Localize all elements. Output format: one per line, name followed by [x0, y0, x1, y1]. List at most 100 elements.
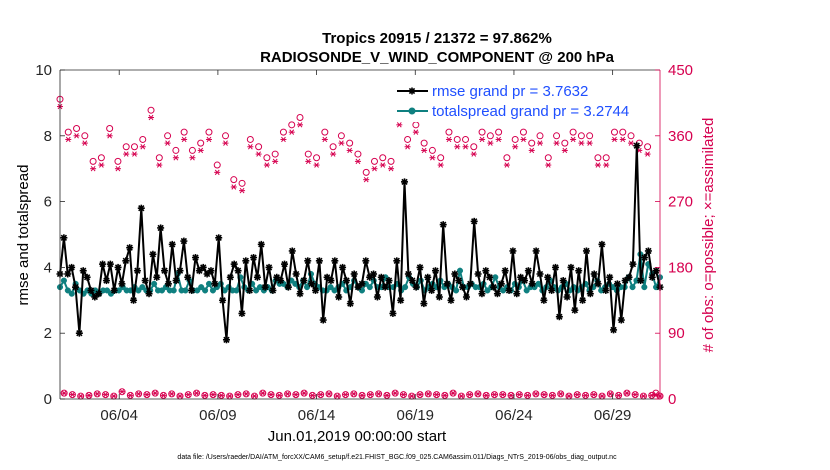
obs-possible-point: [64, 128, 72, 136]
totalspread-point: [64, 287, 71, 294]
obs-assimilated-point: [537, 140, 543, 146]
obs-assimilated-point: [565, 393, 572, 399]
rmse-marker-stroke: [180, 237, 188, 245]
rmse-point: [261, 283, 269, 291]
totalspread-point: [641, 284, 648, 291]
obs-assimilated-point: [570, 136, 577, 143]
obs-asterisk-stroke: [343, 391, 348, 398]
obs-possible-point: [313, 154, 321, 162]
rmse-marker-stroke: [552, 264, 559, 271]
rmse-marker-stroke: [126, 244, 133, 251]
obs-asterisk-stroke: [384, 392, 390, 399]
rmse-point: [563, 293, 571, 301]
rmse-marker-stroke: [652, 267, 660, 274]
obs-assimilated-point: [325, 391, 332, 397]
rmse-point: [350, 270, 358, 278]
obs-asterisk-stroke: [98, 162, 104, 168]
rmse-marker-stroke: [405, 270, 412, 278]
obs-asterisk-stroke: [82, 140, 88, 146]
obs-possible-point: [544, 154, 552, 162]
rmse-point: [79, 267, 87, 275]
rmse-point: [594, 280, 602, 288]
obs-asterisk-stroke: [458, 393, 464, 399]
rmse-marker-stroke: [544, 274, 551, 281]
rmse-marker-stroke: [370, 270, 377, 278]
obs-possible-point: [420, 139, 428, 147]
rmse-point: [172, 277, 180, 285]
obs-possible-point: [495, 128, 503, 136]
rmse-marker-stroke: [331, 257, 339, 264]
obs-assimilated-point: [615, 392, 622, 399]
rmse-marker-stroke: [149, 251, 157, 258]
rmse-point: [455, 277, 463, 285]
obs-possible-point: [139, 135, 147, 143]
rmse-point: [315, 257, 323, 265]
rmse-marker-stroke: [285, 283, 292, 291]
obs-assimilated-point: [623, 390, 630, 396]
rmse-marker-stroke: [443, 280, 451, 288]
rmse-point: [470, 217, 478, 225]
rmse-marker-stroke: [362, 257, 369, 264]
obs-asterisk-stroke: [603, 162, 609, 168]
obs-asterisk-stroke: [413, 129, 419, 135]
obs-assimilated-point: [524, 392, 531, 399]
obs-assimilated-point: [433, 391, 440, 398]
obs-possible-point: [619, 128, 627, 136]
obs-assimilated-point: [90, 165, 97, 172]
rmse-point: [137, 204, 145, 212]
rmse-point: [149, 250, 157, 258]
rmse-marker-stroke: [560, 277, 567, 284]
obs-assimilated-point: [164, 140, 171, 146]
rmse-marker-stroke: [482, 267, 489, 274]
obs-asterisk-stroke: [144, 391, 150, 398]
obs-possible-point: [147, 106, 155, 114]
rmse-point: [304, 257, 312, 265]
rmse-point: [253, 273, 261, 281]
obs-assimilated-point: [297, 122, 303, 128]
rmse-marker-stroke: [567, 264, 575, 271]
rmse-point: [377, 273, 385, 281]
totalspread-point: [170, 287, 177, 294]
rmse-point: [431, 267, 439, 275]
rmse-marker-stroke: [153, 274, 160, 281]
obs-assimilated-point: [94, 391, 101, 397]
x-tick-label: 06/04: [100, 407, 138, 424]
rmse-marker-stroke: [223, 336, 230, 343]
rmse-point: [122, 257, 130, 265]
obs-possible-point: [288, 121, 296, 129]
chart-title: Tropics 20915 / 21372 = 97.862%: [322, 30, 552, 47]
rmse-marker-stroke: [161, 267, 168, 274]
rmse-point: [153, 273, 161, 281]
obs-possible-point: [263, 154, 271, 162]
obs-assimilated-point: [156, 162, 163, 168]
obs-assimilated-point: [268, 391, 275, 398]
rmse-marker-stroke: [351, 270, 358, 278]
obs-asterisk-stroke: [206, 136, 212, 143]
obs-asterisk-stroke: [463, 144, 468, 150]
obs-asterisk-stroke: [541, 391, 547, 398]
obs-assimilated-point: [214, 169, 221, 176]
rmse-marker-stroke: [625, 274, 633, 281]
obs-asterisk-stroke: [293, 391, 299, 398]
y-tick-label-left: 0: [44, 391, 52, 408]
rmse-point: [602, 286, 610, 294]
obs-assimilated-point: [189, 155, 196, 161]
rmse-marker-stroke: [455, 277, 462, 284]
obs-asterisk-stroke: [570, 136, 576, 143]
obs-assimilated-point: [412, 129, 419, 135]
rmse-point: [281, 260, 289, 268]
rmse-point: [540, 296, 548, 304]
rmse-marker-stroke: [556, 313, 563, 320]
rmse-point: [246, 286, 254, 294]
obs-assimilated-point: [549, 392, 556, 399]
obs-asterisk-stroke: [103, 391, 108, 398]
obs-possible-point: [197, 139, 205, 147]
obs-asterisk-stroke: [401, 391, 406, 398]
obs-assimilated-point: [553, 140, 560, 146]
rmse-point: [586, 290, 594, 298]
rmse-marker-stroke: [571, 307, 579, 314]
obs-asterisk-stroke: [434, 391, 439, 398]
rmse-marker-stroke: [250, 254, 257, 261]
rmse-marker-stroke: [463, 293, 470, 301]
obs-assimilated-point: [181, 136, 188, 143]
